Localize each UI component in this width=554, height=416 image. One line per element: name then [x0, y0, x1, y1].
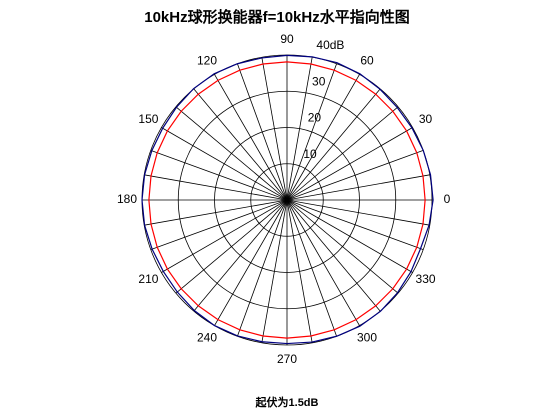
theta-tick-label: 330	[416, 272, 436, 286]
ring	[177, 90, 397, 310]
series-line	[141, 54, 434, 345]
chart-title: 10kHz球形换能器f=10kHz水平指向性图	[144, 8, 409, 26]
r-tick-label: 30	[312, 74, 326, 88]
theta-tick-label: 90	[280, 32, 294, 46]
r-tick-label: 20	[308, 111, 322, 125]
r-tick-label: 40dB	[316, 38, 344, 52]
r-tick-label: 10	[303, 147, 317, 161]
theta-tick-label: 150	[138, 112, 158, 126]
ring	[214, 127, 360, 273]
theta-tick-label: 30	[419, 112, 433, 126]
theta-tick-label: 300	[357, 331, 377, 345]
theta-tick-label: 180	[117, 192, 137, 206]
theta-tick-label: 0	[444, 192, 451, 206]
theta-tick-label: 240	[197, 331, 217, 345]
chart-footer: 起伏为1.5dB	[255, 395, 319, 409]
theta-tick-label: 270	[277, 352, 297, 366]
theta-tick-label: 120	[197, 54, 217, 68]
theta-tick-label: 60	[360, 54, 374, 68]
theta-tick-label: 210	[138, 272, 158, 286]
series-line	[148, 61, 426, 339]
ring	[250, 163, 324, 237]
